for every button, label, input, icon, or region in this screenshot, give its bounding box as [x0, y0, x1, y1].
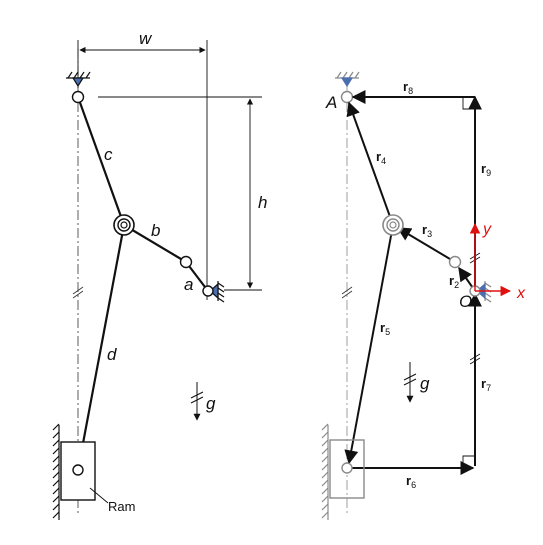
height-label: h	[258, 193, 267, 212]
right-angle-bottom	[462, 455, 475, 468]
right-ram-pin	[341, 462, 353, 474]
vector-r8-label: r8	[403, 79, 413, 96]
width-label: w	[139, 29, 153, 48]
vector-r9-label: r9	[481, 161, 491, 178]
label-a: a	[184, 275, 193, 294]
origin-label: O	[459, 292, 472, 311]
joint-ternary	[113, 214, 135, 236]
vector-r2-label: r2	[449, 273, 459, 290]
ram-label: Ram	[108, 499, 135, 514]
vector-r7-label: r7	[481, 376, 491, 393]
vector-r6-label: r6	[406, 473, 416, 490]
link-d	[76, 224, 126, 471]
vector-r3-line	[396, 227, 456, 263]
vector-r3-label: r3	[422, 222, 432, 239]
x-axis-label: x	[516, 285, 526, 302]
right-vector-loop: A	[321, 71, 526, 520]
right-joint-ab-pin	[448, 255, 462, 269]
right-ram-guide	[321, 423, 329, 520]
left-mechanism: w h	[52, 29, 267, 520]
vector-r5-line	[344, 224, 394, 465]
point-a-pin	[340, 90, 354, 104]
link-b	[123, 224, 187, 263]
vector-r4-label: r4	[376, 149, 386, 166]
label-c: c	[104, 145, 113, 164]
ram-leader	[89, 487, 109, 504]
right-top-ground	[335, 71, 360, 88]
height-dimension	[98, 96, 262, 291]
right-joint-ternary	[382, 214, 404, 236]
ram-pin	[72, 464, 84, 476]
left-gravity-label: g	[206, 394, 216, 413]
right-angle-top	[462, 97, 475, 110]
right-gravity-label: g	[420, 374, 430, 393]
link-c	[76, 96, 126, 226]
left-top-ground	[66, 71, 91, 88]
vector-r5-label: r5	[380, 320, 390, 337]
ram-guide	[52, 423, 60, 520]
label-d: d	[107, 345, 117, 364]
left-gravity-arrow	[190, 382, 204, 421]
right-gravity-arrow	[403, 362, 417, 403]
label-b: b	[151, 221, 160, 240]
point-a-label: A	[325, 93, 337, 112]
vector-r4-line	[346, 101, 394, 226]
right-centerline-break	[341, 286, 353, 299]
joint-top-pin	[71, 90, 85, 104]
r7-break	[469, 353, 481, 365]
left-centerline-break	[72, 286, 84, 299]
y-axis-label: y	[482, 221, 492, 238]
left-crank-ground	[202, 281, 225, 303]
joint-ab-pin	[179, 255, 193, 269]
right-ram-block	[329, 439, 365, 499]
